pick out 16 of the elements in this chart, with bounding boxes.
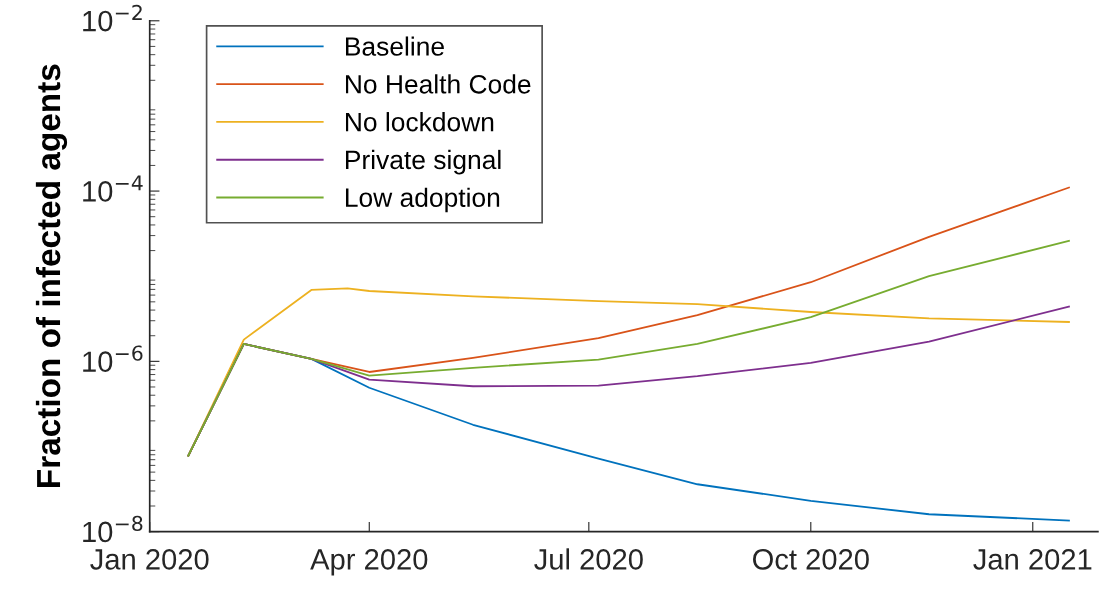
- legend-label: No Health Code: [345, 74, 531, 94]
- y-axis-title: Fraction of infected agents: [35, 64, 68, 487]
- legend-label: Private signal: [345, 149, 501, 175]
- x-tick-label: Jul 2020: [534, 548, 643, 570]
- x-tick-label: Apr 2020: [310, 549, 428, 576]
- x-tick-label: Oct 2020: [753, 549, 869, 570]
- y-tick-label: 10$^{−6}$: [83, 345, 143, 372]
- legend-label: Baseline: [345, 36, 444, 56]
- legend-label: No lockdown: [345, 112, 494, 132]
- x-tick-label: Jan 2021: [973, 549, 1092, 570]
- y-tick-label: 10$^{−2}$: [83, 4, 142, 32]
- x-tick-label: Jan 2020: [90, 549, 209, 570]
- y-tick-label: 10$^{−4}$: [83, 175, 143, 202]
- y-tick-label: 10$^{−8}$: [83, 515, 143, 543]
- line-series: [187, 239, 1070, 457]
- legend-label: Low adoption: [345, 187, 500, 213]
